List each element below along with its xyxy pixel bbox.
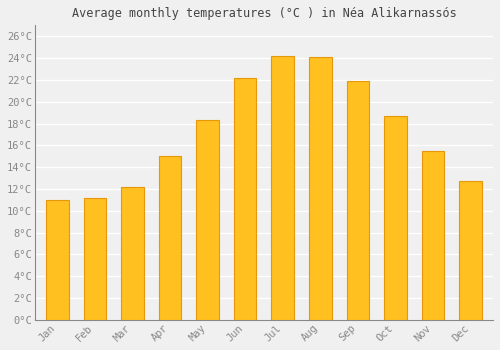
Bar	[422, 151, 444, 320]
Bar	[234, 78, 256, 320]
Bar	[121, 187, 144, 320]
Title: Average monthly temperatures (°C ) in Néa Alikarnassós: Average monthly temperatures (°C ) in Né…	[72, 7, 456, 20]
Bar	[46, 200, 68, 320]
Bar	[459, 181, 482, 320]
Bar	[84, 198, 106, 320]
Bar	[196, 120, 219, 320]
Bar	[158, 156, 181, 320]
Bar	[346, 81, 369, 320]
Bar	[272, 56, 294, 320]
Bar	[384, 116, 406, 320]
Bar	[309, 57, 332, 320]
